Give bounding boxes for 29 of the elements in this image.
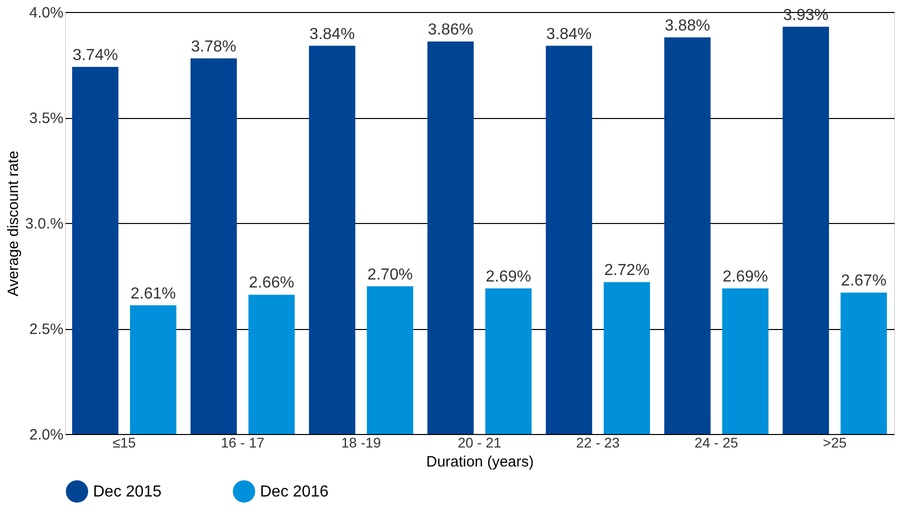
data-label: 3.74% — [72, 46, 118, 64]
x-tick-label: 18 -19 — [341, 434, 382, 450]
x-axis-title: Duration (years) — [426, 454, 534, 470]
x-tick-label: ≤15 — [112, 434, 136, 450]
data-label: 3.88% — [664, 17, 710, 34]
data-label: 2.69% — [722, 268, 768, 286]
data-label: 2.72% — [604, 262, 650, 280]
data-label: 2.69% — [486, 268, 532, 286]
data-label: 2.61% — [130, 285, 176, 302]
x-tick-label: 16 - 17 — [220, 434, 265, 450]
y-tick-label: 2.0% — [29, 426, 64, 444]
data-label: 3.86% — [428, 22, 474, 39]
data-label: 2.70% — [367, 266, 413, 284]
y-tick-label: 4.0% — [29, 4, 64, 22]
x-tick-label: 20 - 21 — [458, 434, 502, 450]
x-tick-label: 22 - 23 — [576, 434, 620, 450]
x-tick-label: 24 - 25 — [694, 434, 738, 450]
data-label: 2.66% — [248, 274, 294, 292]
y-tick-label: 3.0.% — [25, 216, 64, 232]
y-tick-label: 2.5% — [29, 321, 64, 338]
data-label: 3.78% — [191, 38, 236, 56]
y-tick-label: 3.5% — [29, 110, 64, 127]
data-label: 2.67% — [841, 272, 886, 290]
data-label: 3.84% — [546, 26, 592, 43]
data-label: 3.84% — [309, 26, 355, 43]
x-tick-label: >25 — [822, 434, 847, 450]
legend-label: Dec 2016 — [260, 483, 329, 500]
legend-label: Dec 2015 — [93, 483, 162, 500]
y-axis-title: Average discount rate — [5, 150, 22, 296]
